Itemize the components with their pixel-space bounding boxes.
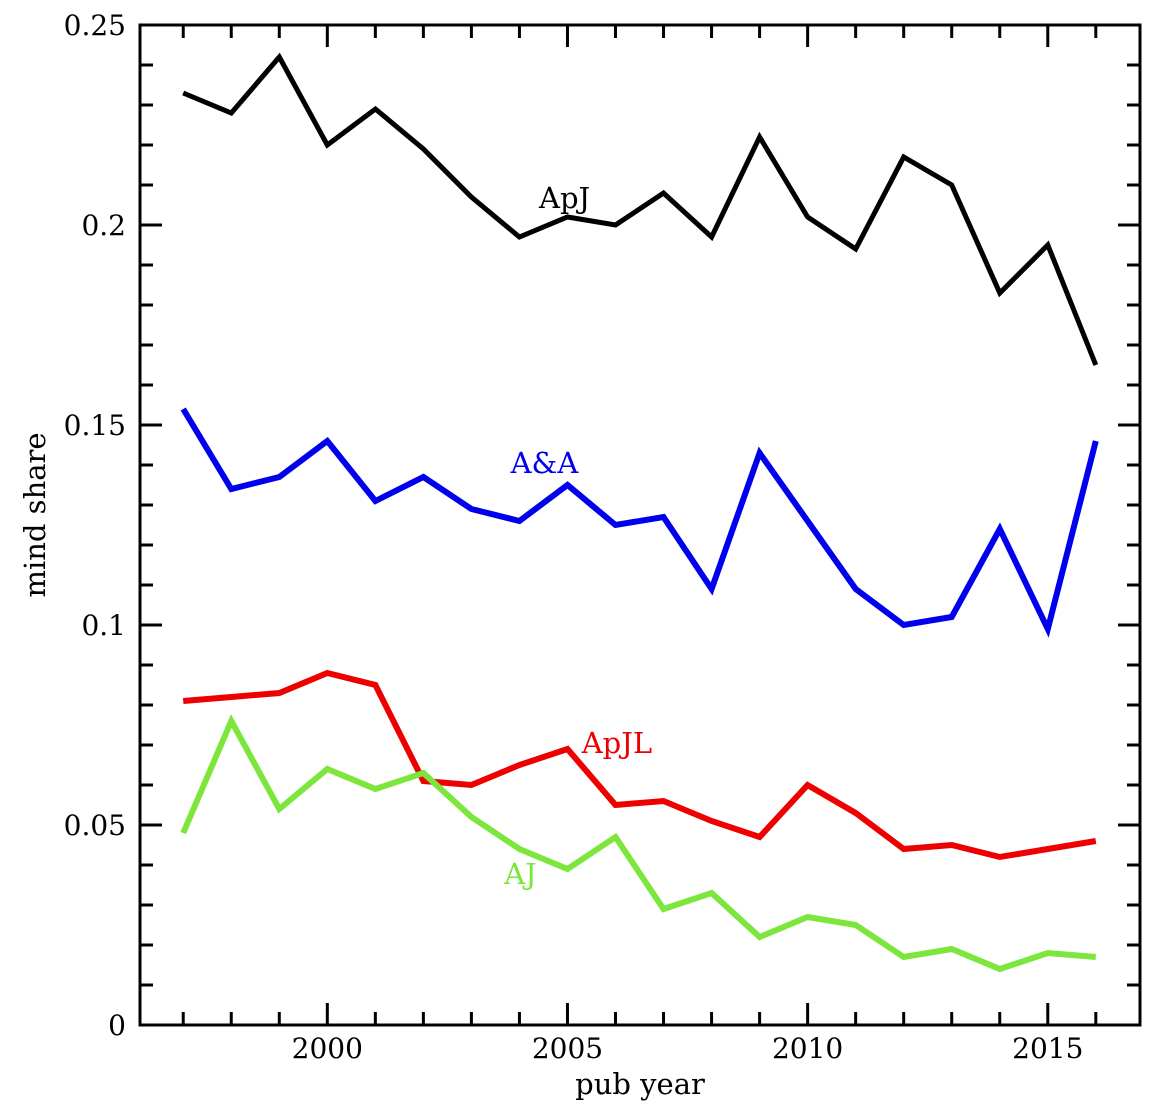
series-line-apj [182,52,1099,366]
x-tick-label-2005: 2005 [532,1032,603,1065]
x-tick-label-2010: 2010 [772,1032,843,1065]
x-tick-label-2015: 2015 [1012,1032,1083,1065]
y-tick-label-0_2: 0.2 [81,209,126,242]
series-label-a-a: A&A [510,446,580,480]
y-tick-label-0: 0 [108,1009,126,1042]
x-tick-label-2000: 2000 [292,1032,363,1065]
series-line-aj [180,714,1097,973]
x-axis-title: pub year [575,1067,705,1101]
series-label-apj: ApJ [538,181,590,215]
y-axis-title: mind share [18,432,52,597]
y-tick-label-0_1: 0.1 [81,609,126,642]
y-tick-label-0_15: 0.15 [64,409,126,442]
series-line-apjl [182,669,1097,861]
series-label-aj: AJ [503,857,537,891]
y-tick-label-0_05: 0.05 [64,809,126,842]
series-line-a-a [180,407,1099,638]
axis-ticks [140,23,1140,1027]
series-label-apjl: ApJL [581,726,652,760]
plot-frame [138,23,1142,1027]
y-tick-label-0_25: 0.25 [64,9,126,42]
